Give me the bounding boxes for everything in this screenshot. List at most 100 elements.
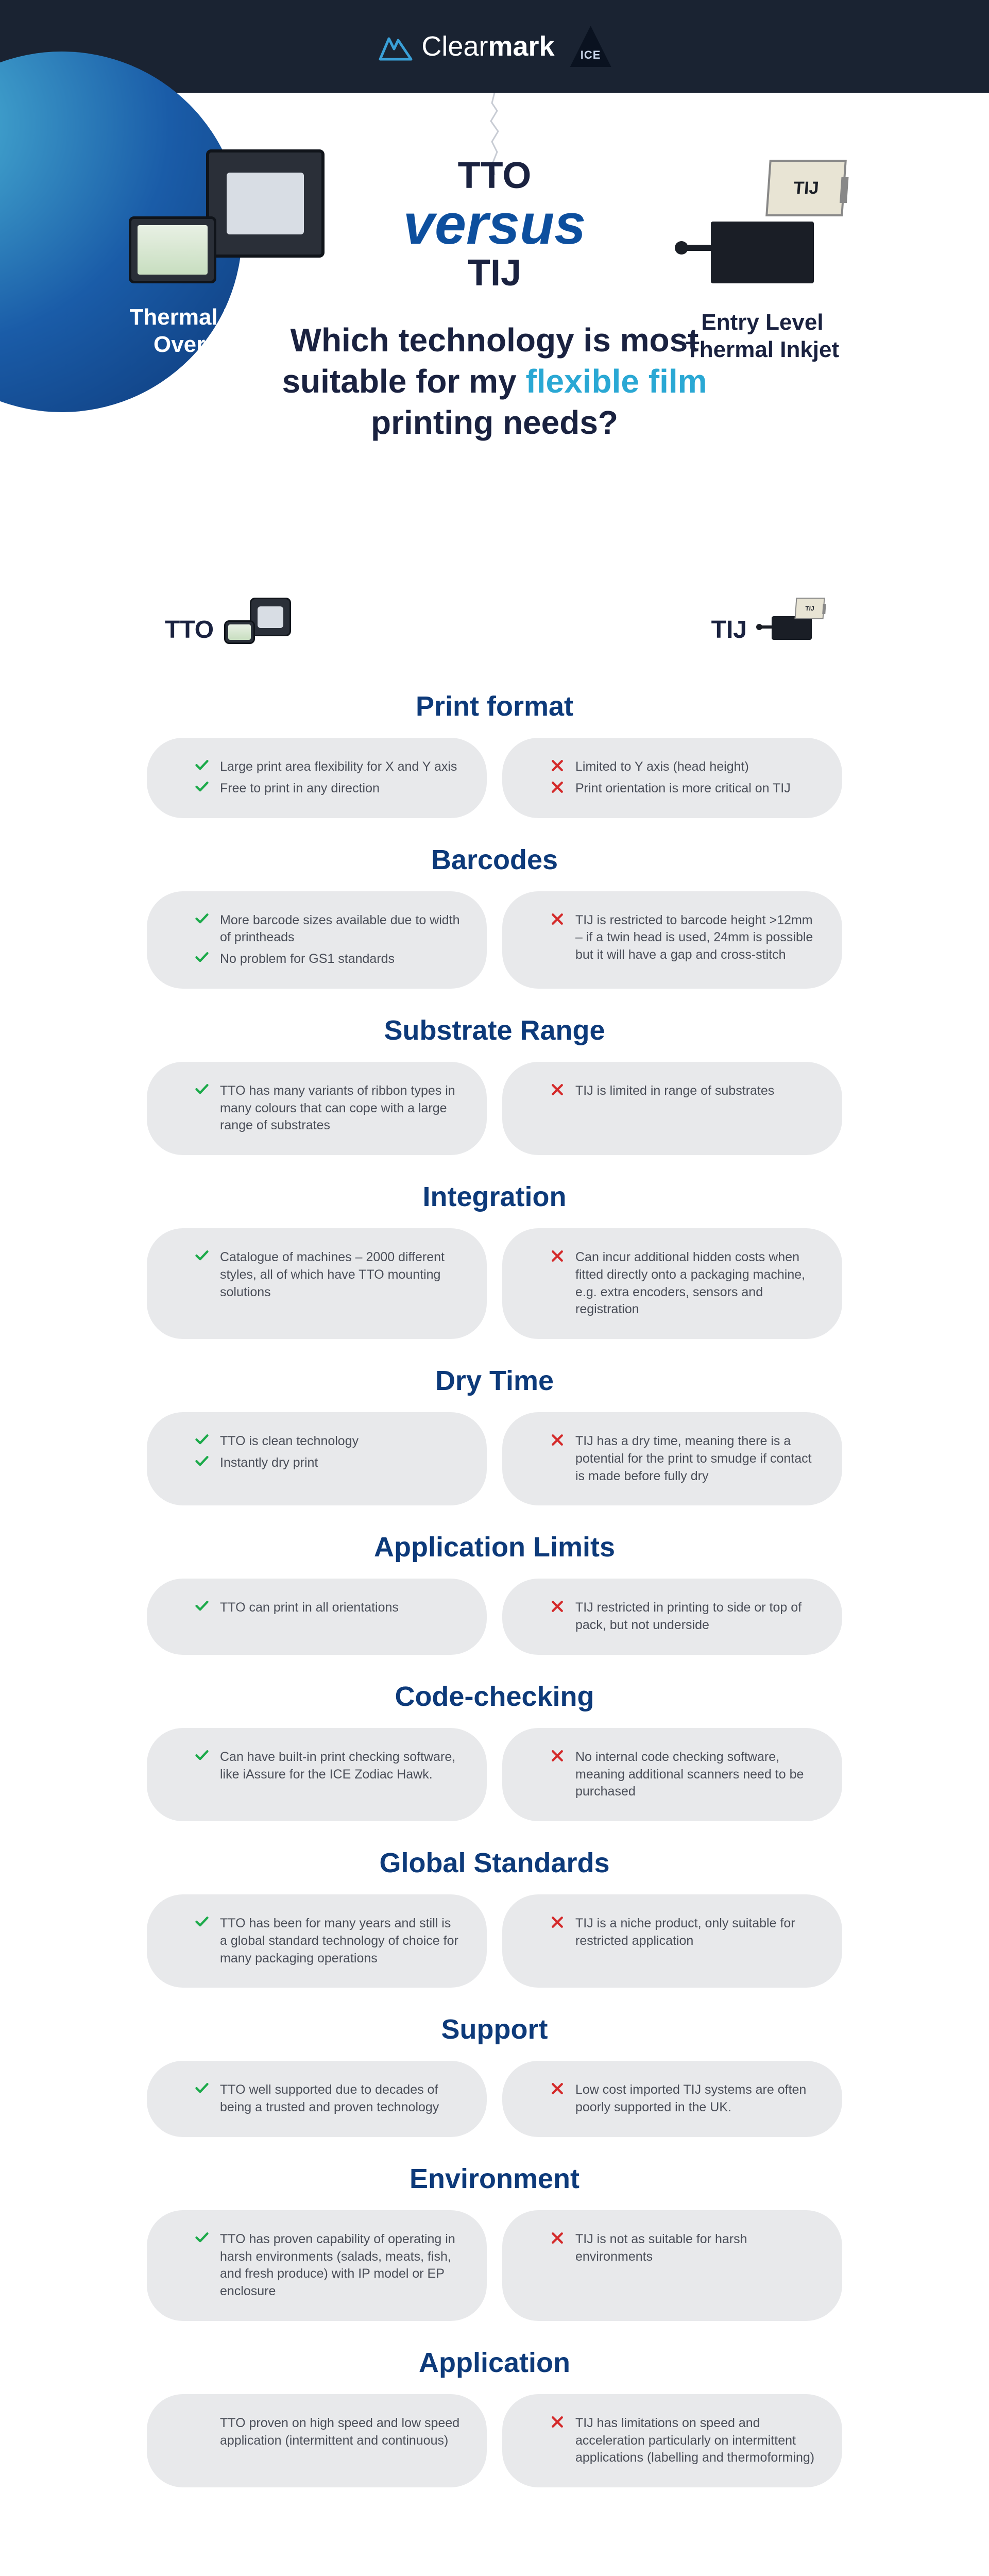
comparison-item: TIJ restricted in printing to side or to…: [549, 1599, 816, 1634]
section-title: Global Standards: [134, 1847, 855, 1879]
check-icon: [193, 1599, 211, 1614]
pill-tij: TIJ is a niche product, only suitable fo…: [502, 1894, 842, 1988]
pill-tto: Can have built-in print checking softwar…: [147, 1728, 487, 1821]
comparison-row: TTO can print in all orientations TIJ res…: [134, 1579, 855, 1655]
comparison-row: Can have built-in print checking softwar…: [134, 1728, 855, 1821]
comparison-row: Large print area flexibility for X and Y…: [134, 738, 855, 818]
logo-text: Clearmark: [421, 30, 554, 62]
tto-device-illustration: [129, 149, 325, 283]
comparison-item: Free to print in any direction: [193, 780, 461, 798]
pill-tto: Large print area flexibility for X and Y…: [147, 738, 487, 818]
check-icon: [193, 780, 211, 794]
check-icon: [193, 1082, 211, 1097]
check-icon: [193, 951, 211, 965]
comparison-item: Instantly dry print: [193, 1454, 461, 1472]
item-text: TTO has been for many years and still is…: [220, 1915, 461, 1967]
item-text: Limited to Y axis (head height): [575, 758, 749, 776]
pill-tto: TTO can print in all orientations: [147, 1579, 487, 1655]
ice-logo-icon: ICE: [570, 26, 611, 67]
check-icon: [193, 2231, 211, 2245]
section-title: Barcodes: [134, 844, 855, 876]
cross-icon: [549, 1249, 566, 1263]
comparison-item: TTO has many variants of ribbon types in…: [193, 1082, 461, 1134]
item-text: TTO has proven capability of operating i…: [220, 2231, 461, 2300]
pill-tij: TIJ is not as suitable for harsh environ…: [502, 2210, 842, 2321]
comparison-row: TTO has been for many years and still is…: [134, 1894, 855, 1988]
comparison-item: TTO has proven capability of operating i…: [193, 2231, 461, 2300]
comparison-item: No internal code checking software, mean…: [549, 1749, 816, 1801]
comparison-row: TTO is clean technology Instantly dry pri…: [134, 1412, 855, 1505]
pill-tij: Low cost imported TIJ systems are often …: [502, 2061, 842, 2137]
item-text: TIJ has limitations on speed and acceler…: [575, 2415, 816, 2467]
col-head-tto: TTO: [165, 598, 291, 644]
section-title: Integration: [134, 1181, 855, 1213]
item-text: TTO well supported due to decades of bei…: [220, 2081, 461, 2116]
pill-tto: TTO has proven capability of operating i…: [147, 2210, 487, 2321]
cross-icon: [549, 1749, 566, 1763]
section-title: Substrate Range: [134, 1014, 855, 1046]
section-title: Environment: [134, 2163, 855, 2195]
column-headers: TTO TIJ TIJ: [134, 598, 855, 665]
mini-tij-icon: TIJ: [757, 598, 824, 644]
cross-icon: [549, 780, 566, 794]
item-text: Free to print in any direction: [220, 780, 380, 798]
item-text: Low cost imported TIJ systems are often …: [575, 2081, 816, 2116]
comparison-item: TIJ is not as suitable for harsh environ…: [549, 2231, 816, 2266]
comparison-item: TTO proven on high speed and low speed a…: [193, 2415, 461, 2450]
pill-tij: No internal code checking software, mean…: [502, 1728, 842, 1821]
section-title: Code-checking: [134, 1681, 855, 1713]
pill-tto: More barcode sizes available due to widt…: [147, 891, 487, 989]
check-icon: [193, 2081, 211, 2096]
cross-icon: [549, 2231, 566, 2245]
comparison-row: TTO has many variants of ribbon types in…: [134, 1062, 855, 1155]
hero-versus-block: TTO versus TIJ: [403, 155, 586, 294]
item-text: Can incur additional hidden costs when f…: [575, 1249, 816, 1318]
comparison-row: Catalogue of machines – 2000 different s…: [134, 1228, 855, 1339]
item-text: TIJ is a niche product, only suitable fo…: [575, 1915, 816, 1950]
pill-tto: TTO has been for many years and still is…: [147, 1894, 487, 1988]
comparison-area: TTO TIJ TIJ Print formatLarge print area…: [0, 495, 989, 2539]
comparison-item: TIJ has limitations on speed and acceler…: [549, 2415, 816, 2467]
pill-tto: TTO is clean technology Instantly dry pri…: [147, 1412, 487, 1505]
clearmark-logo: Clearmark: [378, 30, 554, 62]
tto-word: TTO: [403, 155, 586, 197]
cross-icon: [549, 1599, 566, 1614]
comparison-item: No problem for GS1 standards: [193, 951, 461, 968]
cross-icon: [549, 1433, 566, 1447]
blank-icon: [193, 2415, 211, 2429]
pill-tij: TIJ is limited in range of substrates: [502, 1062, 842, 1155]
item-text: TIJ is not as suitable for harsh environ…: [575, 2231, 816, 2266]
item-text: Can have built-in print checking softwar…: [220, 1749, 461, 1784]
cross-icon: [549, 758, 566, 773]
comparison-item: TTO has been for many years and still is…: [193, 1915, 461, 1967]
comparison-row: More barcode sizes available due to widt…: [134, 891, 855, 989]
section-title: Support: [134, 2013, 855, 2045]
cross-icon: [549, 1915, 566, 1929]
comparison-item: TTO is clean technology: [193, 1433, 461, 1450]
item-text: TTO has many variants of ribbon types in…: [220, 1082, 461, 1134]
item-text: TTO can print in all orientations: [220, 1599, 399, 1617]
cross-icon: [549, 2081, 566, 2096]
comparison-item: Catalogue of machines – 2000 different s…: [193, 1249, 461, 1301]
cross-icon: [549, 1082, 566, 1097]
comparison-item: Limited to Y axis (head height): [549, 758, 816, 776]
headline: Which technology is most suitable for my…: [211, 319, 778, 443]
mini-tto-icon: [224, 598, 291, 644]
item-text: Catalogue of machines – 2000 different s…: [220, 1249, 461, 1301]
tij-word: TIJ: [403, 252, 586, 294]
cross-icon: [549, 2415, 566, 2429]
pill-tij: TIJ restricted in printing to side or to…: [502, 1579, 842, 1655]
item-text: TIJ is limited in range of substrates: [575, 1082, 774, 1100]
cross-icon: [549, 912, 566, 926]
col-head-tij: TIJ TIJ: [711, 598, 824, 644]
item-text: Print orientation is more critical on TI…: [575, 780, 791, 798]
pill-tto: TTO has many variants of ribbon types in…: [147, 1062, 487, 1155]
comparison-row: TTO well supported due to decades of bei…: [134, 2061, 855, 2137]
pill-tij: Can incur additional hidden costs when f…: [502, 1228, 842, 1339]
comparison-item: Can have built-in print checking softwar…: [193, 1749, 461, 1784]
pill-tij: TIJ has a dry time, meaning there is a p…: [502, 1412, 842, 1505]
item-text: No internal code checking software, mean…: [575, 1749, 816, 1801]
section-title: Application Limits: [134, 1531, 855, 1563]
comparison-item: Low cost imported TIJ systems are often …: [549, 2081, 816, 2116]
check-icon: [193, 758, 211, 773]
